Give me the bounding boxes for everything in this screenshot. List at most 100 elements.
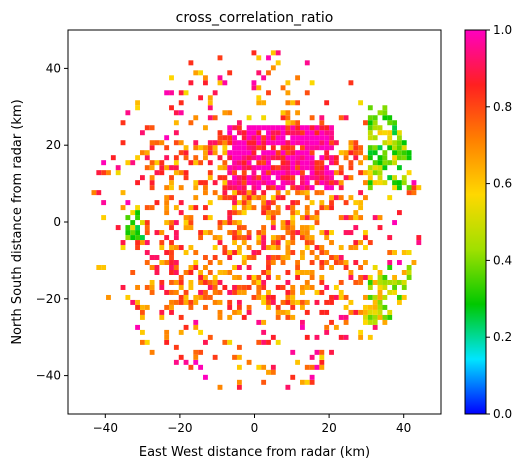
data-cell	[411, 180, 417, 186]
data-cell	[358, 205, 364, 211]
data-cell	[280, 220, 286, 226]
data-cell	[251, 85, 257, 91]
y-tick-label: 20	[46, 138, 61, 152]
data-cell	[270, 170, 276, 176]
data-cell	[285, 165, 291, 171]
data-cell	[135, 299, 140, 305]
data-cell	[280, 145, 286, 151]
data-cell	[120, 190, 126, 196]
data-cell	[144, 240, 150, 246]
data-cell	[290, 120, 296, 126]
data-cell	[266, 294, 271, 300]
data-cell	[290, 160, 296, 166]
data-cell	[246, 135, 252, 141]
data-cell	[149, 160, 155, 166]
data-cell	[324, 170, 330, 176]
data-cell	[363, 260, 368, 266]
data-cell	[338, 150, 344, 156]
data-cell	[266, 185, 271, 191]
data-cell	[324, 155, 330, 161]
data-cell	[246, 284, 252, 290]
data-cell	[309, 270, 315, 275]
data-cell	[266, 70, 271, 76]
data-cell	[285, 230, 291, 236]
data-cell	[295, 274, 301, 280]
data-cell	[178, 210, 184, 216]
colorbar-tick-label: 0.0	[493, 407, 512, 421]
data-cell	[207, 200, 213, 206]
data-cell	[367, 185, 373, 191]
data-cell	[319, 125, 325, 131]
data-cell	[300, 235, 305, 241]
data-cell	[159, 309, 165, 315]
data-cell	[169, 279, 174, 285]
data-cell	[256, 180, 262, 186]
data-cell	[217, 175, 223, 181]
data-cell	[300, 130, 305, 136]
data-cell	[266, 155, 271, 161]
data-cell	[377, 110, 383, 116]
data-cell	[338, 115, 344, 121]
data-cell	[227, 215, 233, 221]
data-cell	[295, 359, 301, 365]
data-cell	[300, 135, 305, 141]
data-cell	[222, 150, 228, 156]
data-cell	[300, 304, 305, 310]
data-cell	[309, 274, 315, 280]
data-cell	[183, 289, 189, 295]
data-cell	[125, 230, 131, 236]
data-cell	[324, 299, 330, 305]
data-cell	[251, 175, 257, 181]
data-cell	[207, 160, 213, 166]
data-cell	[261, 205, 267, 211]
x-tick-label: 0	[251, 421, 259, 435]
data-cell	[358, 190, 364, 196]
data-cell	[275, 135, 281, 141]
data-cell	[314, 130, 320, 136]
data-cell	[290, 240, 296, 246]
data-cell	[236, 304, 242, 310]
data-cell	[300, 255, 305, 261]
data-cell	[324, 260, 330, 266]
data-cell	[217, 299, 223, 305]
data-cell	[232, 200, 237, 206]
data-cell	[285, 294, 291, 300]
data-cell	[236, 284, 242, 290]
data-cell	[333, 255, 339, 261]
data-cell	[270, 364, 276, 370]
data-cell	[324, 150, 330, 156]
data-cell	[343, 175, 349, 181]
data-cell	[338, 195, 344, 201]
data-cell	[188, 299, 194, 305]
data-cell	[280, 130, 286, 136]
data-cell	[188, 279, 194, 285]
data-cell	[309, 364, 315, 370]
data-cell	[382, 274, 388, 280]
data-cell	[125, 235, 131, 241]
data-cell	[207, 175, 213, 181]
data-cell	[193, 160, 199, 166]
data-cell	[183, 359, 189, 365]
data-cell	[227, 210, 233, 216]
data-cell	[295, 150, 301, 156]
data-cell	[367, 170, 373, 176]
data-cell	[217, 279, 223, 285]
data-cell	[236, 160, 242, 166]
data-cell	[266, 200, 271, 206]
data-cell	[363, 304, 368, 310]
data-cell	[304, 299, 310, 305]
data-cell	[372, 125, 378, 131]
data-cell	[139, 240, 145, 246]
data-cell	[290, 170, 296, 176]
data-cell	[309, 150, 315, 156]
data-cell	[115, 170, 121, 176]
data-cell	[188, 205, 194, 211]
data-cell	[309, 145, 315, 151]
data-cell	[246, 255, 252, 261]
data-cell	[270, 200, 276, 206]
data-cell	[300, 155, 305, 161]
data-cell	[188, 80, 194, 86]
data-cell	[198, 70, 204, 76]
data-cell	[183, 170, 189, 176]
data-cell	[217, 260, 223, 266]
